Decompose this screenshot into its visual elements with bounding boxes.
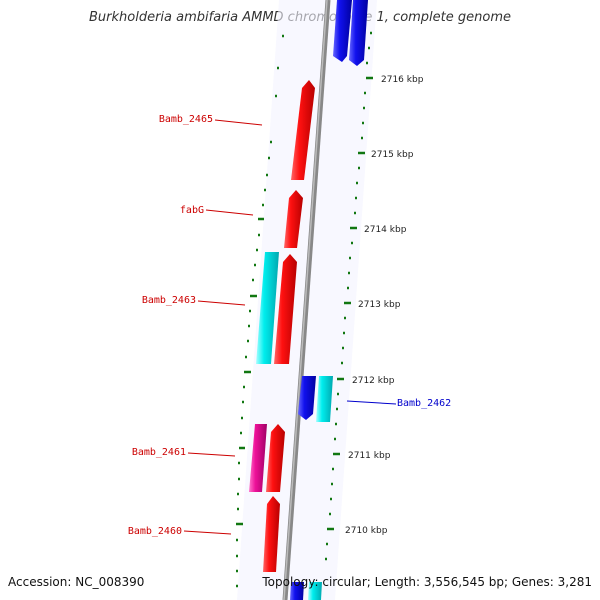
gene-arrow-bamb-2461-pink[interactable] [249,424,267,492]
gene-arrow-blue-2462[interactable] [298,376,316,420]
gene-arrow-bamb-2460[interactable] [263,496,280,572]
scale-label-2714: 2714 kbp [364,225,407,235]
gene-arrow-blue-top-1[interactable] [333,0,352,62]
gene-arrow-cyan-bottom[interactable] [308,582,322,600]
leader-line-bamb-2465 [214,119,263,126]
scale-label-2715: 2715 kbp [371,150,414,160]
gene-label-bamb-2460[interactable]: Bamb_2460 [128,526,182,537]
leader-line-bamb-2462 [346,400,397,405]
gene-label-bamb-2463[interactable]: Bamb_2463 [142,295,196,306]
gene-arrow-bamb-2463-cyan[interactable] [256,252,279,364]
chromosome-backbone [282,0,331,600]
gene-label-bamb-2461[interactable]: Bamb_2461 [132,447,186,458]
gene-label-bamb-2465[interactable]: Bamb_2465 [159,114,213,125]
leader-line-bamb-2463 [197,300,246,306]
gene-arrow-bamb-2463[interactable] [274,254,297,364]
scale-label-2713: 2713 kbp [358,300,401,310]
scale-label-2710: 2710 kbp [345,526,388,536]
gene-arrow-bamb-2465[interactable] [291,80,315,180]
chromosome-backbone-highlight [283,0,328,600]
reverse-lane-band [286,0,377,600]
gene-arrow-bamb-2461[interactable] [266,424,285,492]
gene-label-bamb-2462[interactable]: Bamb_2462 [397,398,451,409]
scale-label-2711: 2711 kbp [348,451,391,461]
gene-arrow-blue-top-2[interactable] [349,0,368,66]
leader-line-bamb-2461 [187,452,236,457]
accession-text: Accession: NC_008390 [8,575,145,589]
inner-tick-dashes [236,34,284,588]
genome-summary-text: Topology: circular; Length: 3,556,545 bp… [262,575,592,589]
leader-line-fabg [205,209,254,216]
gene-arrow-fabg[interactable] [284,190,303,248]
gene-arrow-blue-bottom[interactable] [290,582,304,600]
gene-arrow-cyan-2462[interactable] [316,376,333,422]
leader-line-bamb-2460 [183,530,232,535]
gene-label-fabg[interactable]: fabG [180,205,204,216]
scale-label-2716: 2716 kbp [381,75,424,85]
outer-tick-dashes [325,31,373,561]
scale-label-2712: 2712 kbp [352,376,395,386]
